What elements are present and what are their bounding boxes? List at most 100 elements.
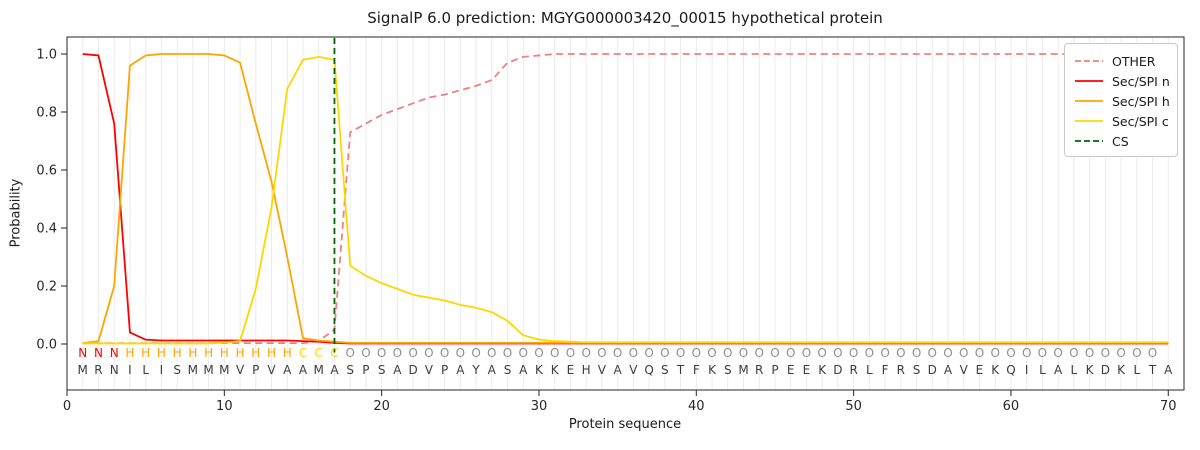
legend-label: CS <box>1112 133 1129 149</box>
svg-text:0.0: 0.0 <box>36 338 57 353</box>
svg-text:D: D <box>408 363 417 377</box>
svg-text:M: M <box>188 363 198 377</box>
svg-text:O: O <box>613 346 622 360</box>
svg-text:O: O <box>1069 346 1078 360</box>
svg-text:S: S <box>724 363 732 377</box>
svg-text:F: F <box>882 363 889 377</box>
svg-text:20: 20 <box>373 399 390 414</box>
svg-text:O: O <box>770 346 779 360</box>
svg-text:H: H <box>204 346 213 360</box>
svg-text:A: A <box>456 363 465 377</box>
svg-text:O: O <box>896 346 905 360</box>
svg-text:T: T <box>676 363 685 377</box>
svg-text:R: R <box>94 363 102 377</box>
svg-text:Q: Q <box>1006 363 1015 377</box>
svg-text:K: K <box>818 363 827 377</box>
svg-text:R: R <box>849 363 857 377</box>
svg-text:A: A <box>393 363 402 377</box>
svg-text:O: O <box>566 346 575 360</box>
legend-item-other: OTHER <box>1074 51 1173 71</box>
svg-text:O: O <box>754 346 763 360</box>
svg-text:O: O <box>802 346 811 360</box>
svg-text:H: H <box>157 346 166 360</box>
svg-text:H: H <box>173 346 182 360</box>
svg-text:A: A <box>519 363 528 377</box>
svg-text:O: O <box>1132 346 1141 360</box>
series-line-sec-spi-c <box>82 56 1169 345</box>
y-axis-label: Probability <box>8 178 24 248</box>
legend-label: Sec/SPI h <box>1112 93 1170 109</box>
svg-text:O: O <box>1022 346 1031 360</box>
svg-text:0: 0 <box>63 399 71 414</box>
svg-text:E: E <box>976 363 984 377</box>
svg-text:M: M <box>314 363 324 377</box>
axes-frame <box>66 36 1185 391</box>
svg-text:L: L <box>1133 363 1140 377</box>
svg-text:D: D <box>833 363 842 377</box>
svg-text:10: 10 <box>216 399 233 414</box>
series-line-sec-spi-h <box>82 53 1169 345</box>
y-axis-ticks: 0.0 0.2 0.4 0.6 0.8 1.0 <box>36 48 67 353</box>
legend-label: Sec/SPI n <box>1112 73 1170 89</box>
svg-text:N: N <box>110 346 119 360</box>
gridlines <box>82 37 1169 390</box>
svg-text:S: S <box>346 363 354 377</box>
svg-text:O: O <box>424 346 433 360</box>
svg-text:H: H <box>251 346 260 360</box>
svg-text:S: S <box>504 363 512 377</box>
svg-text:O: O <box>519 346 528 360</box>
svg-text:O: O <box>534 346 543 360</box>
legend-line-swatch <box>1075 140 1103 142</box>
svg-text:D: D <box>1101 363 1110 377</box>
svg-text:O: O <box>440 346 449 360</box>
svg-text:A: A <box>488 363 497 377</box>
svg-text:S: S <box>378 363 386 377</box>
svg-text:O: O <box>456 346 465 360</box>
svg-text:M: M <box>738 363 748 377</box>
svg-text:R: R <box>755 363 763 377</box>
svg-text:A: A <box>330 363 339 377</box>
svg-text:M: M <box>78 363 88 377</box>
svg-text:K: K <box>708 363 717 377</box>
legend-item-sec-spi-h: Sec/SPI h <box>1074 91 1173 111</box>
svg-text:S: S <box>661 363 669 377</box>
svg-text:O: O <box>833 346 842 360</box>
svg-text:L: L <box>866 363 873 377</box>
svg-text:P: P <box>771 363 778 377</box>
svg-text:H: H <box>188 346 197 360</box>
svg-text:E: E <box>803 363 811 377</box>
svg-text:V: V <box>629 363 638 377</box>
svg-text:N: N <box>78 346 87 360</box>
legend: OTHER Sec/SPI n Sec/SPI h Sec/SPI c CS <box>1064 43 1178 157</box>
svg-text:I: I <box>128 363 132 377</box>
svg-text:H: H <box>582 363 591 377</box>
series-line-other <box>82 53 1169 345</box>
svg-text:30: 30 <box>531 399 548 414</box>
svg-text:K: K <box>535 363 544 377</box>
legend-line-swatch <box>1075 120 1103 122</box>
svg-text:O: O <box>393 346 402 360</box>
legend-label: OTHER <box>1112 53 1156 69</box>
svg-text:H: H <box>220 346 229 360</box>
svg-text:S: S <box>913 363 921 377</box>
svg-text:0.2: 0.2 <box>36 280 57 295</box>
legend-item-sec-spi-n: Sec/SPI n <box>1074 71 1173 91</box>
svg-text:O: O <box>1038 346 1047 360</box>
svg-text:A: A <box>1164 363 1173 377</box>
svg-text:V: V <box>267 363 276 377</box>
legend-line-swatch <box>1075 80 1103 82</box>
svg-text:V: V <box>598 363 607 377</box>
svg-text:O: O <box>471 346 480 360</box>
svg-text:O: O <box>487 346 496 360</box>
svg-text:D: D <box>928 363 937 377</box>
svg-text:O: O <box>817 346 826 360</box>
svg-text:H: H <box>236 346 245 360</box>
svg-text:O: O <box>550 346 559 360</box>
svg-text:N: N <box>110 363 119 377</box>
svg-text:K: K <box>551 363 560 377</box>
svg-text:0.4: 0.4 <box>36 222 57 237</box>
